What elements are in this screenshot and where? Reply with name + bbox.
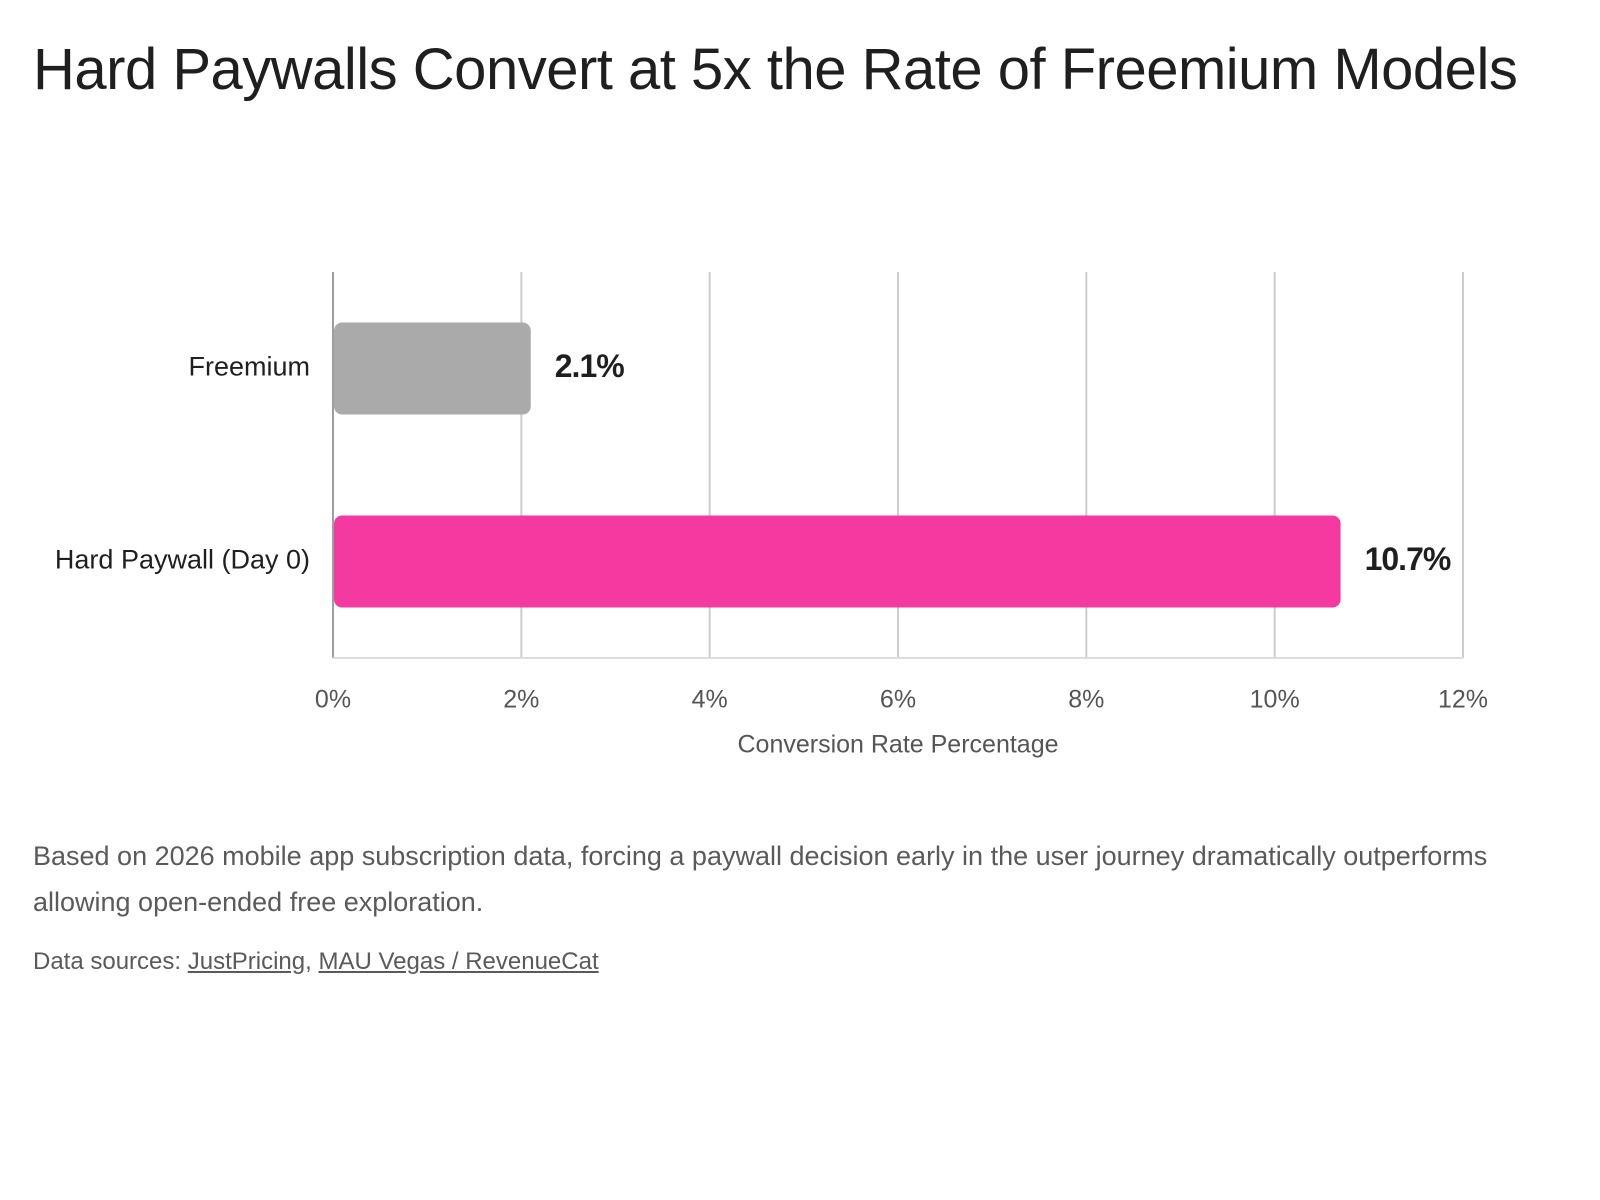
chart-title: Hard Paywalls Convert at 5x the Rate of … (33, 37, 1518, 102)
sources-prefix: Data sources: (33, 948, 182, 975)
labels: 0% 2% 4% 6% 8% 10% 12% Freemium 2.1% Hard Paywall… (55, 348, 1488, 759)
category-label: Freemium (188, 352, 310, 382)
chart-description: Based on 2026 mobile app subscription da… (33, 841, 1488, 917)
x-tick-label: 0% (315, 686, 351, 714)
bars (334, 322, 1341, 608)
bar-hard-paywall-day-0 (334, 515, 1341, 608)
bar-chart: 0% 2% 4% 6% 8% 10% 12% Freemium 2.1% Hard Paywall… (55, 272, 1488, 759)
data-label: 10.7% (1365, 541, 1451, 577)
x-tick-label: 2% (503, 686, 539, 714)
source-link-mau-vegas-revenuecat[interactable]: MAU Vegas / RevenueCat (318, 948, 599, 975)
x-tick-label: 8% (1068, 686, 1104, 714)
x-axis-title: Conversion Rate Percentage (737, 731, 1058, 759)
x-tick-label: 12% (1438, 686, 1488, 714)
x-tick-label: 4% (692, 686, 728, 714)
x-tick-label: 6% (880, 686, 916, 714)
bar-freemium (334, 322, 531, 415)
data-label: 2.1% (555, 348, 624, 384)
category-label: Hard Paywall (Day 0) (55, 545, 310, 575)
source-link-justpricing[interactable]: JustPricing (187, 948, 306, 975)
data-sources: Data sources: JustPricing, MAU Vegas / R… (33, 946, 599, 978)
x-tick-label: 10% (1250, 686, 1300, 714)
sources-separator: , (305, 948, 312, 975)
gridlines (332, 272, 1464, 659)
